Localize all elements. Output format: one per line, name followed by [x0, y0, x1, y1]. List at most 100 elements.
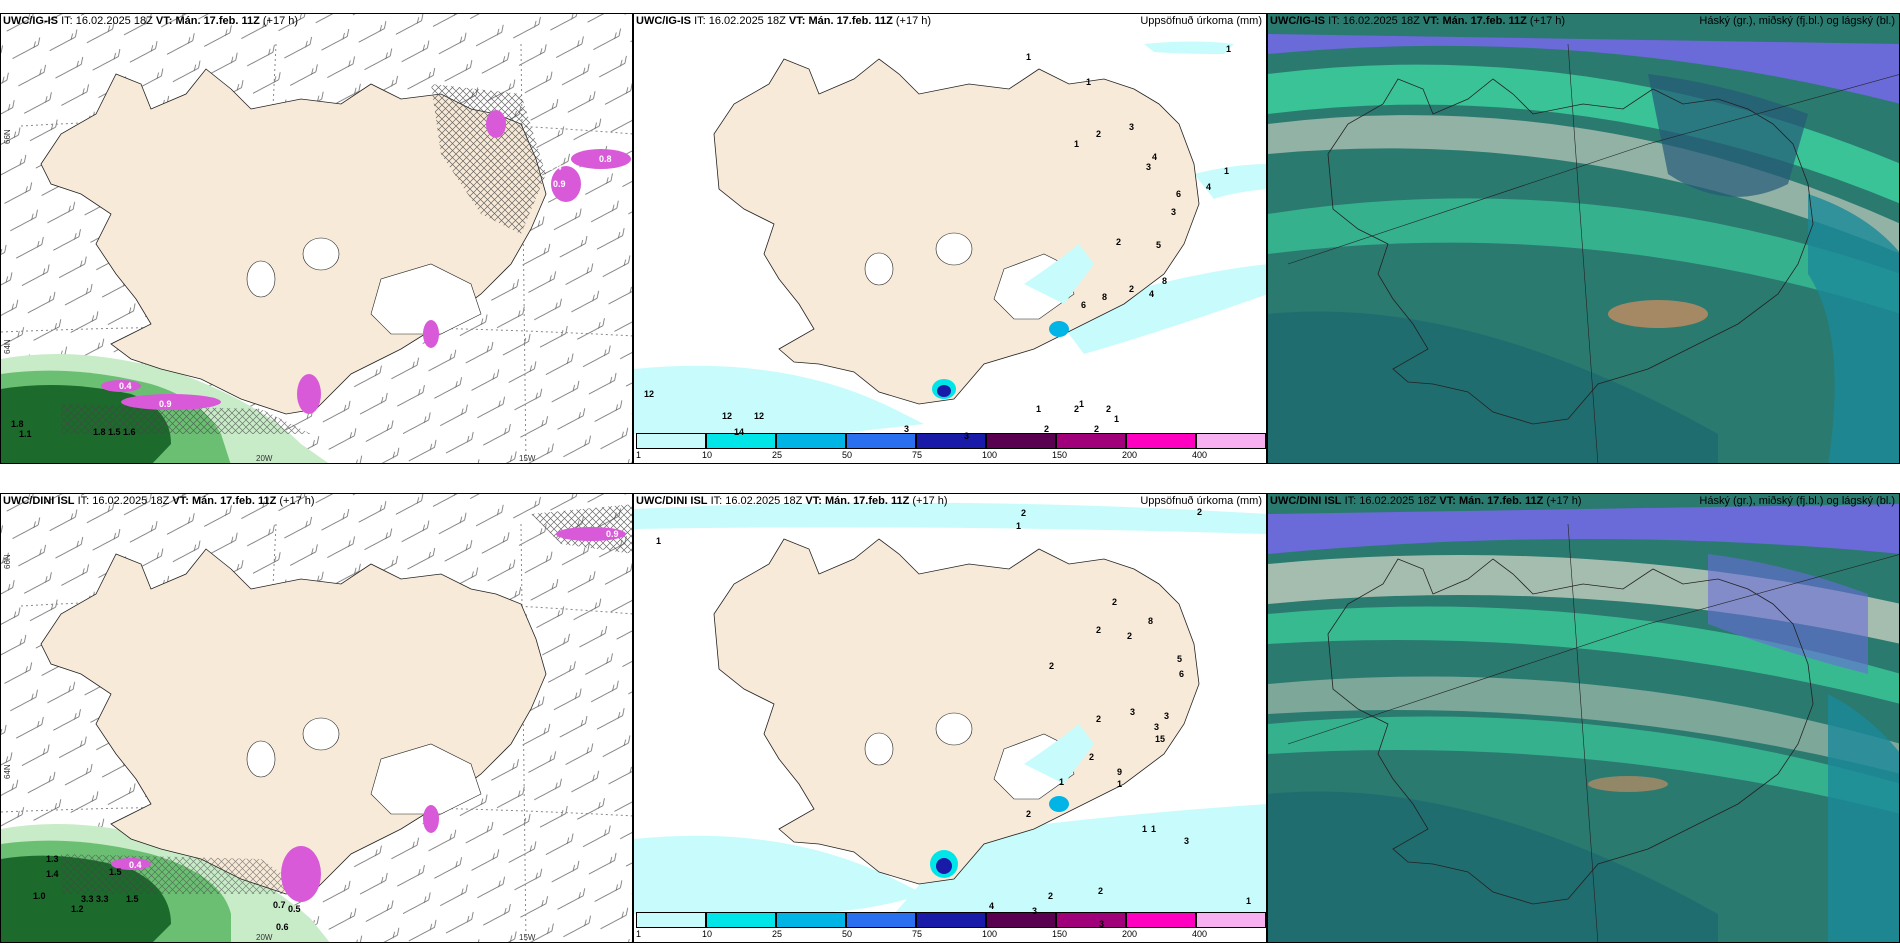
precip-value: 3: [904, 424, 910, 434]
precip-value: 3: [1129, 122, 1135, 132]
precip-value: 1: [1026, 52, 1032, 62]
wind-value: 0.5: [288, 904, 301, 914]
precip-value: 14: [734, 427, 745, 437]
wind-value: 1.2: [71, 904, 84, 914]
colorbar-label: 25: [772, 929, 783, 939]
precip-value: 1: [1114, 414, 1120, 424]
cloud-map: [1268, 494, 1899, 942]
precip-value: 1: [1224, 166, 1230, 176]
precip-value: 3: [1130, 707, 1136, 717]
precip-value: 4: [989, 901, 995, 911]
lat-label: 64N: [3, 339, 12, 354]
precip-value: 2: [1112, 597, 1118, 607]
precip-value: 1: [1079, 399, 1085, 409]
precip-value: 8: [1102, 292, 1108, 302]
colorbar-label: 75: [912, 450, 923, 460]
precip-value: 1: [1059, 777, 1065, 787]
precip-value: 6: [1176, 189, 1182, 199]
iceland-land: [713, 538, 1200, 885]
precip-value: 2: [1021, 508, 1027, 518]
precip-value: 1: [1246, 896, 1252, 906]
wind-value: 1.1: [19, 429, 32, 439]
panel-header: UWC/IG-IS IT: 16.02.2025 18Z VT: Mán. 17…: [3, 15, 299, 27]
colorbar-segment: [1196, 912, 1266, 928]
precip-value: 2: [1049, 661, 1055, 671]
colorbar-segment: [986, 912, 1056, 928]
precip-value: 1: [1036, 404, 1042, 414]
wind-value: 3.3 3.3: [81, 894, 109, 904]
precip-value: 3: [1184, 836, 1190, 846]
precip-value: 2: [1127, 631, 1133, 641]
precip-value: 2: [1106, 404, 1112, 414]
precip-colorbar: 1 10 25 50 75 100 150 200 400: [636, 433, 1266, 461]
precip-value: 3: [1146, 162, 1152, 172]
panel-header: UWC/DINI ISL IT: 16.02.2025 18Z VT: Mán.…: [636, 495, 948, 507]
colorbar-segment: [1056, 912, 1126, 928]
precip-value: 1: [1074, 139, 1080, 149]
precip-panel-bottom: UWC/DINI ISL IT: 16.02.2025 18Z VT: Mán.…: [633, 493, 1267, 943]
precip-value: 12: [722, 411, 733, 421]
precip-value: 3: [1154, 722, 1160, 732]
colorbar-segment: [636, 433, 706, 449]
colorbar-label: 400: [1192, 450, 1208, 460]
wind-value: 1.0: [33, 891, 46, 901]
precip-value: 5: [1177, 654, 1183, 664]
precip-value: 8: [1162, 276, 1168, 286]
colorbar-label: 1: [636, 929, 642, 939]
colorbar-label: 100: [982, 450, 998, 460]
colorbar-label: 25: [772, 450, 783, 460]
wind-value: 0.4: [119, 381, 132, 391]
precip-value: 2: [1044, 424, 1050, 434]
colorbar-segment: [916, 433, 986, 449]
precip-value: 6: [1179, 669, 1185, 679]
colorbar-label: 50: [842, 929, 853, 939]
wind-value: 0.4: [129, 860, 142, 870]
precip-value: 2: [1129, 284, 1135, 294]
colorbar-label: 150: [1052, 450, 1068, 460]
precip-value: 2: [1089, 752, 1095, 762]
colorbar-segment: [776, 433, 846, 449]
colorbar-segment: [986, 433, 1056, 449]
lat-label: 66N: [3, 129, 12, 144]
colorbar-label: 100: [982, 929, 998, 939]
precip-map: [634, 502, 1266, 914]
precip-title: Uppsöfnuð úrkoma (mm): [1140, 15, 1262, 27]
precip-value: 12: [644, 389, 655, 399]
colorbar-segment: [846, 912, 916, 928]
precip-value: 3: [1032, 906, 1038, 916]
panel-header: UWC/DINI ISL IT: 16.02.2025 18Z VT: Mán.…: [1270, 495, 1582, 507]
panel-header: UWC/IG-IS IT: 16.02.2025 18Z VT: Mán. 17…: [636, 15, 932, 27]
panel-header: UWC/IG-IS IT: 16.02.2025 18Z VT: Mán. 17…: [1270, 15, 1566, 27]
precip-colorbar: 1 10 25 50 75 100 150 200 400: [636, 912, 1266, 940]
colorbar-label: 1: [636, 450, 642, 460]
wind-map: [1, 14, 632, 463]
precip-value: 3: [1171, 207, 1177, 217]
wind-value: 1.3: [46, 854, 59, 864]
precip-value: 4: [1206, 182, 1212, 192]
wind-value: 0.9: [159, 399, 172, 409]
precip-value: 1: [1016, 521, 1022, 531]
precip-value: 1: [1086, 77, 1092, 87]
cloud-panel-bottom: UWC/DINI ISL IT: 16.02.2025 18Z VT: Mán.…: [1267, 493, 1900, 943]
precip-value: 2: [1116, 237, 1122, 247]
colorbar-segment: [636, 912, 706, 928]
wind-panel-bottom: UWC/DINI ISL IT: 16.02.2025 18Z VT: Mán.…: [0, 493, 633, 943]
wind-value: 1.4: [46, 869, 59, 879]
precip-value: 3: [1164, 711, 1170, 721]
precip-value: 3: [1099, 919, 1105, 929]
precip-value: 2: [1197, 507, 1203, 517]
colorbar-segment: [1126, 433, 1196, 449]
wind-value: 1.5: [126, 894, 139, 904]
cloud-map: [1268, 14, 1899, 463]
cloud-title: Háský (gr.), miðský (fj.bl.) og lágský (…: [1699, 495, 1895, 507]
wind-value: 1.5: [109, 867, 122, 877]
precip-map: [634, 41, 1266, 434]
colorbar-segment: [776, 912, 846, 928]
wind-map: [1, 494, 632, 942]
wind-value: 0.9: [553, 179, 566, 189]
colorbar-segment: [706, 912, 776, 928]
precip-value: 2: [1096, 625, 1102, 635]
lon-label: 20W: [256, 933, 273, 942]
precip-value: 8: [1148, 616, 1154, 626]
precip-value: 6: [1081, 300, 1087, 310]
